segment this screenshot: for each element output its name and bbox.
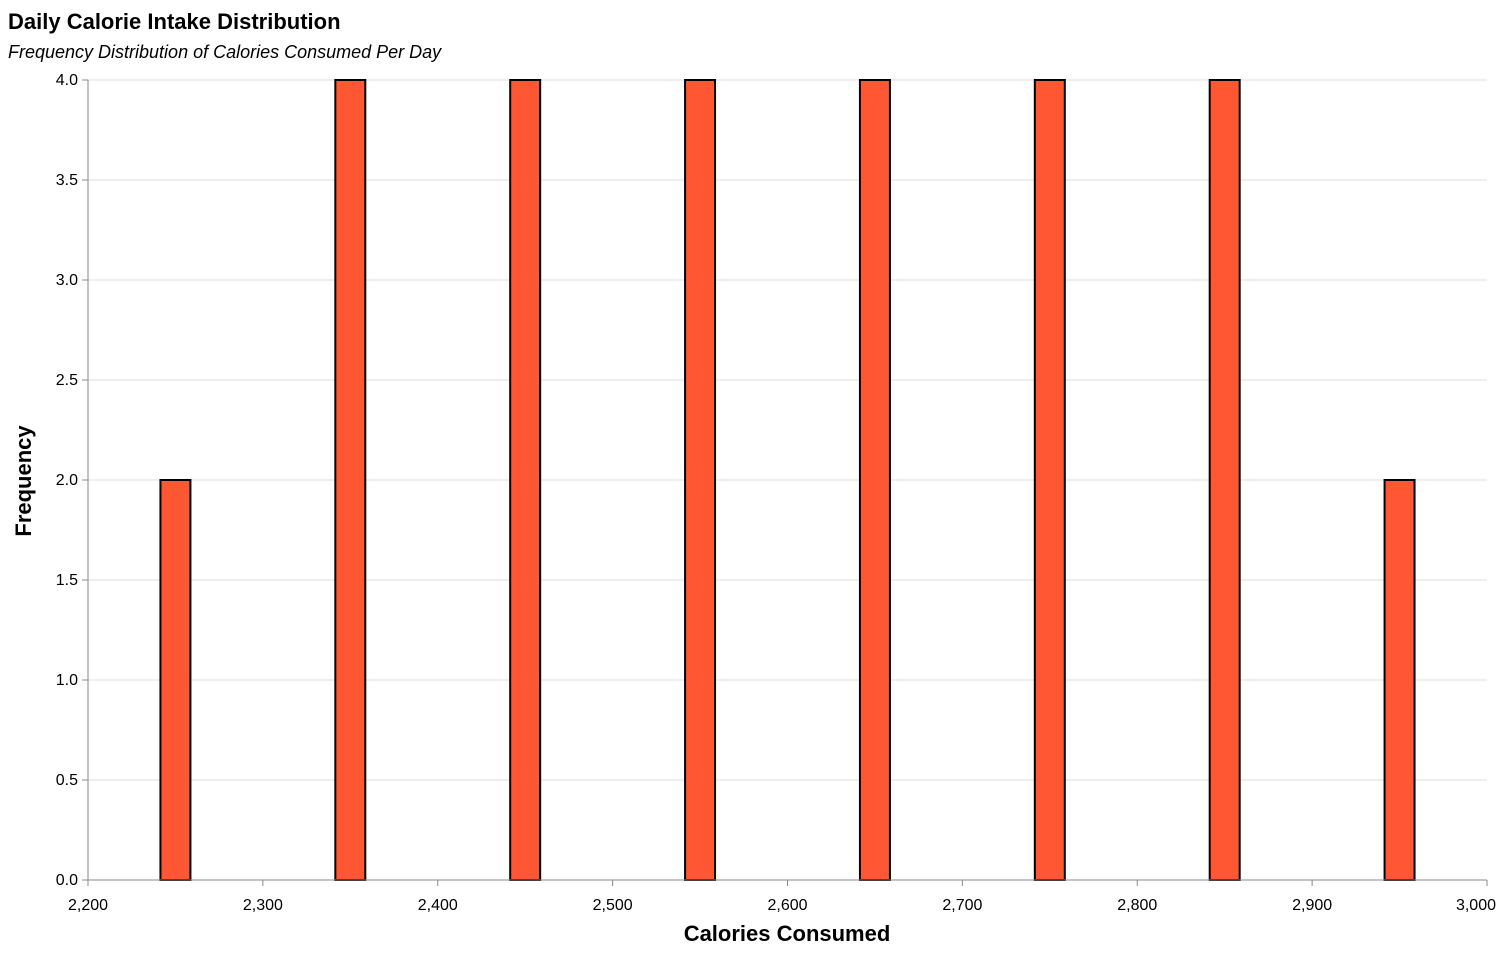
x-tick-label: 3,000: [1456, 897, 1496, 914]
x-tick-label: 2,700: [942, 897, 982, 914]
x-tick-label: 2,300: [243, 897, 283, 914]
y-tick-label: 2.5: [56, 372, 78, 389]
chart-subtitle: Frequency Distribution of Calories Consu…: [8, 42, 442, 62]
gridlines: [88, 79, 1487, 881]
histogram-bar: [1383, 479, 1416, 881]
x-tick-label: 2,200: [68, 897, 108, 914]
histogram-bar: [1033, 79, 1066, 881]
y-tick-label: 1.0: [56, 672, 78, 689]
histogram-bar: [1208, 79, 1241, 881]
y-tick-label: 4.0: [56, 72, 78, 89]
x-tick-label: 2,400: [418, 897, 458, 914]
histogram-bar: [334, 79, 367, 881]
histogram-bar: [159, 479, 192, 881]
chart-title: Daily Calorie Intake Distribution: [8, 9, 341, 34]
y-tick-label: 3.5: [56, 172, 78, 189]
x-tick-label: 2,900: [1292, 897, 1332, 914]
x-axis-title: Calories Consumed: [684, 921, 891, 946]
x-tick-label: 2,500: [593, 897, 633, 914]
x-tick-label: 2,600: [767, 897, 807, 914]
y-axis-title: Frequency: [11, 425, 36, 537]
y-tick-label: 0.5: [56, 772, 78, 789]
x-tick-label: 2,800: [1117, 897, 1157, 914]
axes: 0.0 0.5 1.0 1.5 2.0 2.5 3.0 3.5 4.0 2,200 2,300 2,4…: [56, 72, 1496, 914]
y-tick-label: 0.0: [56, 872, 78, 889]
y-tick-label: 1.5: [56, 572, 78, 589]
bars: [159, 79, 1416, 881]
histogram-bar: [684, 79, 717, 881]
y-tick-label: 3.0: [56, 272, 78, 289]
histogram-bar: [509, 79, 542, 881]
histogram-bar: [858, 79, 891, 881]
y-tick-label: 2.0: [56, 472, 78, 489]
